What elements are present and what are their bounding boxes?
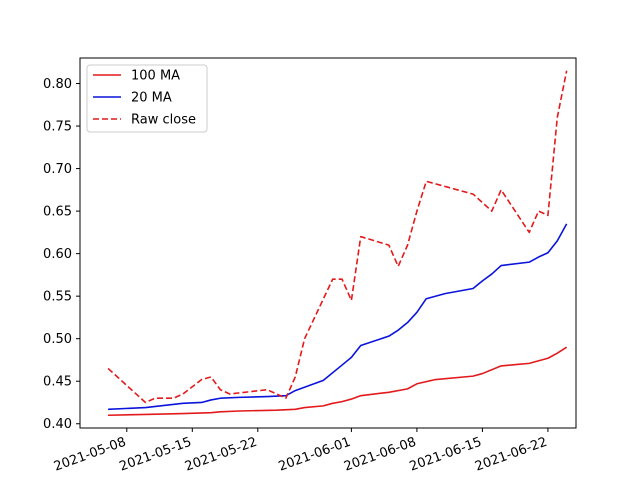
y-tick-label: 0.80 xyxy=(43,77,72,92)
legend-label: 100 MA xyxy=(131,69,180,84)
plot-frame xyxy=(79,57,577,429)
y-tick-label: 0.65 xyxy=(43,205,72,220)
y-tick-label: 0.60 xyxy=(43,247,72,262)
series-line-100-ma xyxy=(108,346,568,417)
legend-label: 20 MA xyxy=(131,91,172,106)
y-tick-label: 0.55 xyxy=(43,290,72,305)
x-tick-label: 2021-06-01 xyxy=(277,435,353,475)
series-layer xyxy=(107,70,568,417)
legend-box xyxy=(86,64,208,133)
y-axis: 0.40 0.45 0.50 0.55 0.60 0.65 0.70 0.75 0.80 xyxy=(43,77,80,432)
y-tick-label: 0.40 xyxy=(43,417,72,432)
y-tick-label: 0.75 xyxy=(43,120,72,135)
series-line-20-ma xyxy=(108,223,568,411)
x-tick-label: 2021-05-15 xyxy=(118,435,194,475)
y-tick-label: 0.50 xyxy=(43,332,72,347)
y-tick-label: 0.70 xyxy=(43,162,72,177)
y-tick-label: 0.45 xyxy=(43,375,72,390)
legend: 100 MA 20 MA Raw close xyxy=(86,64,208,133)
x-tick-label: 2021-06-15 xyxy=(408,435,484,475)
x-tick-label: 2021-06-22 xyxy=(473,435,549,475)
x-tick-label: 2021-05-08 xyxy=(52,435,128,475)
x-tick-label: 2021-06-08 xyxy=(342,435,418,475)
legend-label: Raw close xyxy=(131,113,196,128)
x-tick-label: 2021-05-22 xyxy=(183,435,259,475)
series-line-raw-close xyxy=(107,70,568,404)
